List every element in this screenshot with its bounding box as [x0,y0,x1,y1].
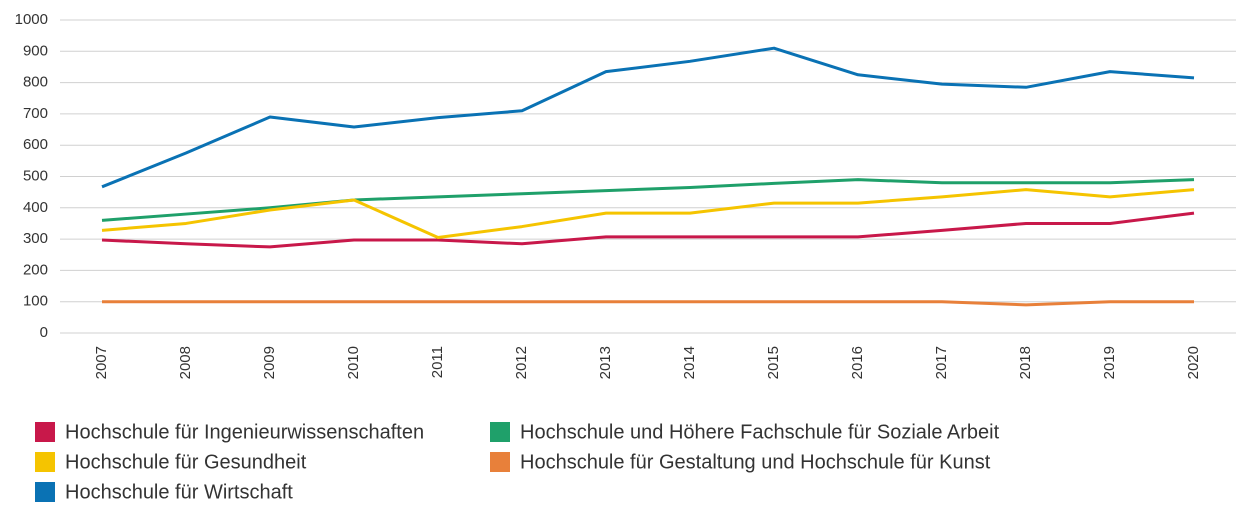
x-tick-label: 2008 [177,346,194,379]
line-series [101,178,1195,222]
y-tick-label: 500 [23,167,48,184]
y-tick-label: 600 [23,136,48,153]
legend-swatch [35,482,55,502]
y-tick-label: 200 [23,261,48,278]
x-tick-label: 2007 [93,346,110,379]
legend-swatch [490,422,510,442]
legend-label: Hochschule für Ingenieurwissenschaften [65,421,424,443]
y-tick-label: 1000 [15,11,48,28]
x-tick-label: 2009 [261,346,278,379]
legend-label: Hochschule für Gestaltung und Hochschule… [520,451,991,473]
line-series [101,46,1195,189]
legend-label: Hochschule für Wirtschaft [65,481,293,503]
x-tick-label: 2017 [933,346,950,379]
x-tick-label: 2018 [1017,346,1034,379]
y-tick-label: 400 [23,199,48,216]
legend-swatch [490,452,510,472]
y-tick-label: 900 [23,42,48,59]
x-tick-label: 2014 [681,346,698,379]
x-tick-label: 2012 [513,346,530,379]
x-tick-label: 2020 [1185,346,1202,379]
x-tick-label: 2015 [765,346,782,379]
x-tick-label: 2013 [597,346,614,379]
y-tick-label: 800 [23,74,48,91]
legend-label: Hochschule für Gesundheit [65,451,307,473]
legend-swatch [35,422,55,442]
y-tick-label: 300 [23,230,48,247]
x-tick-label: 2016 [849,346,866,379]
y-tick-label: 100 [23,293,48,310]
x-tick-label: 2010 [345,346,362,379]
legend-label: Hochschule und Höhere Fachschule für Soz… [520,421,1000,443]
x-tick-label: 2019 [1101,346,1118,379]
y-tick-label: 0 [40,324,48,341]
x-tick-label: 2011 [429,346,446,378]
y-tick-label: 700 [23,105,48,122]
line-series [102,300,1194,307]
line-series [101,188,1195,240]
line-series [101,211,1195,249]
legend-swatch [35,452,55,472]
